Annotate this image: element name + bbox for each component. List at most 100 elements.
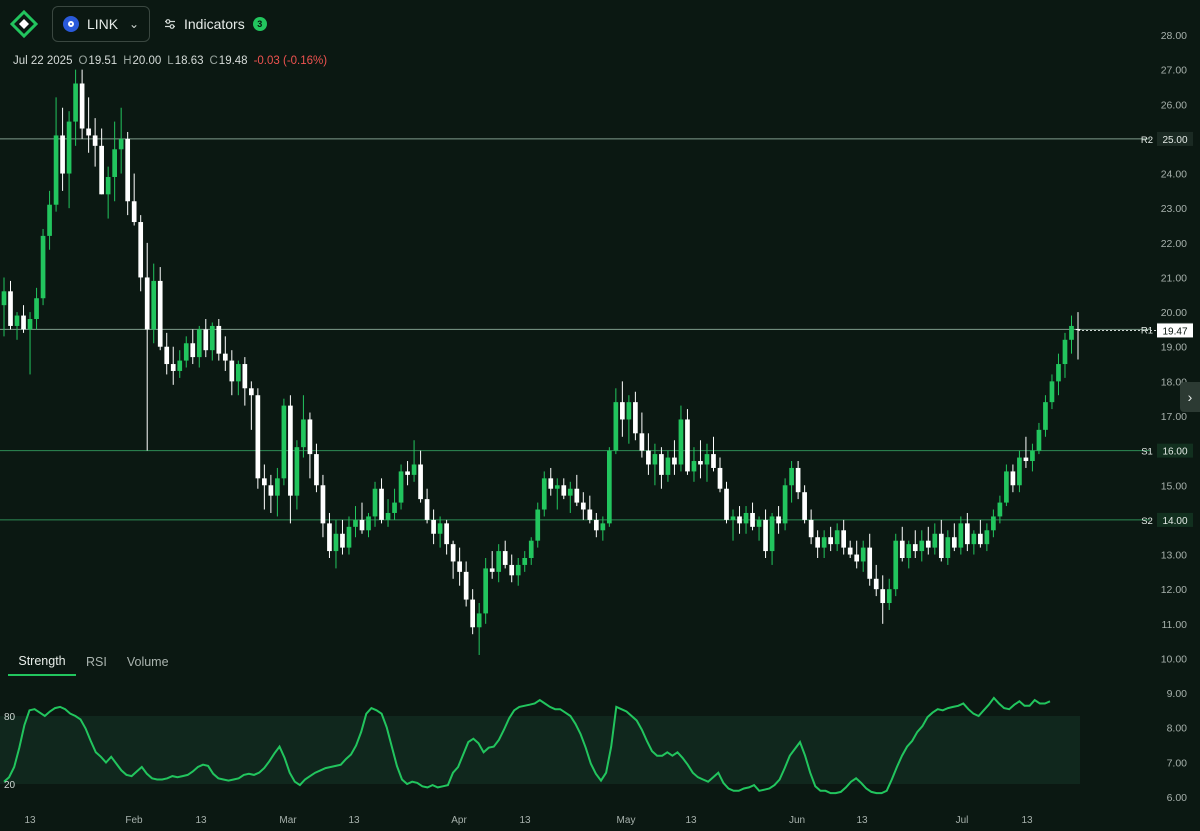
- candle-body: [463, 571, 469, 600]
- candle-body: [125, 138, 131, 202]
- candle-body: [131, 201, 137, 223]
- candle-body: [301, 419, 306, 448]
- x-tick-label: 13: [519, 815, 531, 826]
- candle-body: [209, 325, 215, 351]
- candle-body: [203, 329, 209, 351]
- y-tick-label: 17.00: [1161, 411, 1187, 423]
- chevron-down-icon: ⌄: [128, 17, 139, 31]
- logo-icon[interactable]: [10, 10, 38, 38]
- candle-body: [548, 478, 554, 489]
- candle-body: [782, 485, 788, 524]
- chevron-right-icon: ›: [1187, 389, 1193, 405]
- candle-body: [795, 467, 801, 493]
- candle-body: [815, 537, 820, 548]
- candle-body: [938, 533, 944, 559]
- last-price-label: 19.47: [1162, 326, 1187, 337]
- symbol-label: LINK: [87, 16, 119, 32]
- candle-body: [919, 540, 925, 552]
- candle-body: [333, 533, 339, 552]
- link-coin-icon: [63, 16, 79, 32]
- candle-body: [880, 589, 886, 604]
- candle-body: [691, 461, 697, 472]
- candle-body: [496, 551, 502, 572]
- candle-body: [958, 523, 964, 548]
- ohlc-open: O19.51: [78, 55, 118, 67]
- x-tick-label: 13: [856, 815, 868, 826]
- candle-body: [437, 523, 443, 534]
- ohlc-high: H20.00: [123, 55, 162, 67]
- tab-strength[interactable]: Strength: [8, 648, 76, 676]
- candle-body: [483, 568, 489, 614]
- candle-body: [307, 419, 313, 455]
- candle-body: [580, 502, 586, 510]
- candle-body: [470, 599, 475, 628]
- x-tick-label: Jul: [956, 815, 969, 826]
- indicators-button[interactable]: Indicators 3: [164, 12, 267, 36]
- ohlc-close: C19.48: [209, 55, 248, 67]
- candle-body: [672, 457, 677, 465]
- candle-body: [431, 519, 436, 534]
- candle-body: [1, 291, 7, 306]
- x-tick-label: Apr: [451, 815, 467, 826]
- indicators-label: Indicators: [184, 16, 245, 32]
- candle-body: [730, 516, 736, 520]
- y-tick-label: 12.00: [1161, 584, 1187, 596]
- ohlc-legend: Jul 22 2025 O19.51 H20.00 L18.63 C19.48 …: [13, 55, 327, 67]
- y-tick-label: 11.00: [1162, 619, 1188, 631]
- x-tick-label: 13: [195, 815, 207, 826]
- x-tick-label: 13: [348, 815, 360, 826]
- candle-body: [665, 457, 671, 475]
- candle-body: [717, 467, 723, 489]
- x-tick-label: 13: [24, 815, 36, 826]
- tab-rsi[interactable]: RSI: [86, 655, 107, 669]
- candle-body: [1056, 364, 1061, 382]
- candle-body: [196, 329, 202, 358]
- candle-body: [27, 319, 33, 330]
- candle-body: [899, 540, 905, 559]
- candle-body: [769, 516, 775, 552]
- candle-body: [1010, 471, 1016, 486]
- candle-body: [314, 454, 319, 486]
- tab-volume[interactable]: Volume: [126, 655, 169, 669]
- candle-body: [776, 516, 781, 524]
- candle-body: [235, 364, 241, 382]
- candle-body: [561, 485, 567, 496]
- y-tick-label: 6.00: [1167, 792, 1188, 804]
- y-tick-label: 7.00: [1167, 757, 1188, 769]
- candle-body: [47, 204, 52, 236]
- candle-body: [991, 516, 996, 531]
- candle-body: [847, 547, 853, 555]
- strength-line: [3, 696, 1051, 795]
- y-tick-label: 10.00: [1161, 653, 1187, 665]
- ohlc-low: L18.63: [167, 55, 204, 67]
- candle-body: [79, 83, 85, 129]
- indicator-tabs: Strength RSI Volume: [8, 648, 179, 676]
- x-tick-label: 13: [685, 815, 697, 826]
- candle-body: [743, 512, 749, 524]
- candle-body: [170, 364, 176, 371]
- candle-body: [157, 280, 163, 347]
- candle-body: [854, 554, 860, 562]
- candle-body: [288, 405, 293, 496]
- candle-body: [424, 499, 430, 520]
- candle-body: [489, 568, 495, 572]
- candle-body: [216, 325, 222, 354]
- candle-body: [860, 547, 866, 562]
- candle-body: [262, 478, 267, 486]
- last-price-box: [1157, 323, 1193, 338]
- candle-body: [353, 519, 358, 527]
- candle-body: [873, 578, 879, 590]
- x-tick-label: Feb: [125, 815, 143, 826]
- symbol-selector[interactable]: LINK ⌄: [52, 6, 150, 42]
- candle-body: [593, 519, 599, 531]
- y-tick-label: 26.00: [1161, 99, 1187, 111]
- candle-body: [392, 502, 397, 513]
- scroll-right-button[interactable]: ›: [1180, 382, 1200, 412]
- candle-body: [34, 298, 39, 320]
- candle-body: [965, 523, 970, 545]
- candle-body: [21, 315, 26, 330]
- candle-body: [385, 512, 391, 520]
- candle-body: [418, 464, 423, 500]
- y-tick-label: 8.00: [1167, 723, 1188, 735]
